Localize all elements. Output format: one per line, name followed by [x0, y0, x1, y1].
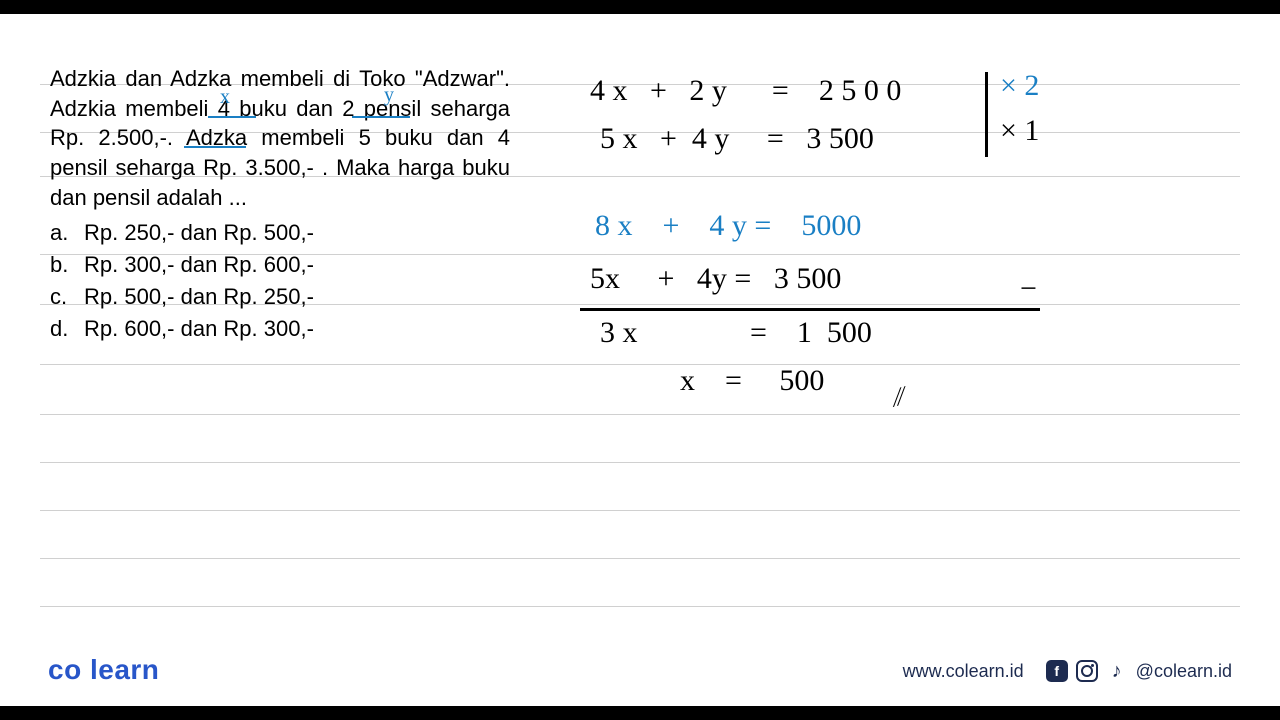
option-letter: d.	[50, 314, 70, 344]
question-block: Adzkia dan Adzka membeli di Toko "Adzwar…	[50, 64, 510, 345]
option-text: Rp. 600,- dan Rp. 300,-	[84, 314, 314, 344]
option-letter: b.	[50, 250, 70, 280]
equation-5: 3 x = 1 500	[600, 316, 872, 350]
footer: co learn www.colearn.id f ♪ @colearn.id	[0, 654, 1280, 688]
instagram-icon	[1076, 660, 1098, 682]
facebook-icon: f	[1046, 660, 1068, 682]
annotation-y-pensil: y	[384, 84, 394, 107]
logo-text-post: learn	[90, 654, 159, 685]
option-text: Rp. 500,- dan Rp. 250,-	[84, 282, 314, 312]
option-b: b. Rp. 300,- dan Rp. 600,-	[50, 250, 510, 280]
footer-url: www.colearn.id	[903, 661, 1024, 682]
logo-dot	[82, 656, 90, 687]
annotation-x-buku: x	[220, 86, 230, 109]
multiplier-1: × 2	[1000, 69, 1039, 103]
logo-text-pre: co	[48, 654, 82, 685]
option-text: Rp. 250,- dan Rp. 500,-	[84, 218, 314, 248]
option-text: Rp. 300,- dan Rp. 600,-	[84, 250, 314, 280]
equation-1: 4 x + 2 y = 2 5 0 0	[590, 74, 901, 108]
question-text: Adzkia dan Adzka membeli di Toko "Adzwar…	[50, 64, 510, 212]
underline-adzka	[184, 146, 246, 148]
underline-pensil	[352, 116, 410, 118]
minus-sign: −	[1020, 272, 1037, 306]
option-letter: a.	[50, 218, 70, 248]
logo: co learn	[48, 654, 159, 688]
multiplier-2: × 1	[1000, 114, 1039, 148]
option-a: a. Rp. 250,- dan Rp. 500,-	[50, 218, 510, 248]
equation-2: 5 x + 4 y = 3 500	[600, 122, 874, 156]
social-icons: f ♪ @colearn.id	[1046, 660, 1232, 682]
underline-buku	[208, 116, 256, 118]
equation-6: x = 500	[680, 364, 824, 398]
footer-right: www.colearn.id f ♪ @colearn.id	[903, 660, 1232, 682]
vertical-bar	[985, 72, 988, 157]
elimination-line	[580, 308, 1040, 311]
options-list: a. Rp. 250,- dan Rp. 500,- b. Rp. 300,- …	[50, 218, 510, 343]
option-c: c. Rp. 500,- dan Rp. 250,-	[50, 282, 510, 312]
tiktok-icon: ♪	[1106, 660, 1128, 682]
equation-4: 5x + 4y = 3 500	[590, 262, 841, 296]
option-d: d. Rp. 600,- dan Rp. 300,-	[50, 314, 510, 344]
equation-3: 8 x + 4 y = 5000	[595, 209, 861, 243]
social-handle: @colearn.id	[1136, 661, 1232, 682]
option-letter: c.	[50, 282, 70, 312]
